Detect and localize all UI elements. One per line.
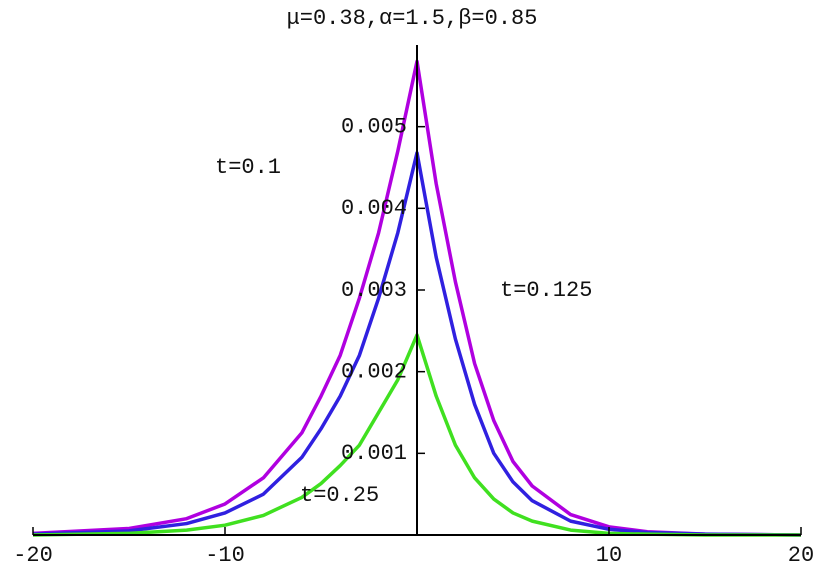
y-tick-label: 0.003 <box>341 278 407 303</box>
annotation: t=0.125 <box>500 278 592 303</box>
y-tick-label: 0.005 <box>341 114 407 139</box>
annotation: t=0.25 <box>300 483 379 508</box>
annotation: t=0.1 <box>215 155 281 180</box>
y-tick-label: 0.004 <box>341 196 407 221</box>
x-tick-label: 10 <box>596 543 622 568</box>
x-tick-label: -20 <box>13 543 53 568</box>
y-tick-label: 0.002 <box>341 359 407 384</box>
x-tick-label: -10 <box>205 543 245 568</box>
y-tick-label: 0.001 <box>341 441 407 466</box>
chart-title: μ=0.38,α=1.5,β=0.85 <box>287 6 538 31</box>
x-tick-label: 20 <box>788 543 814 568</box>
